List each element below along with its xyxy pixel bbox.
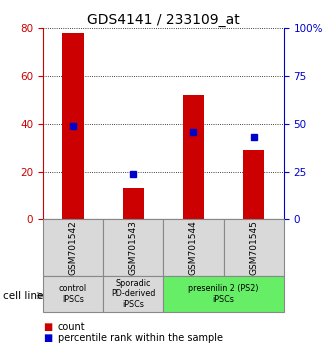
Bar bbox=[183, 95, 204, 219]
Bar bbox=[163, 219, 224, 276]
Bar bbox=[163, 276, 284, 312]
Text: Sporadic
PD-derived
iPSCs: Sporadic PD-derived iPSCs bbox=[111, 279, 155, 309]
Title: GDS4141 / 233109_at: GDS4141 / 233109_at bbox=[87, 13, 240, 27]
Text: GSM701542: GSM701542 bbox=[69, 221, 78, 275]
Text: GSM701544: GSM701544 bbox=[189, 221, 198, 275]
Bar bbox=[62, 33, 83, 219]
Text: ■: ■ bbox=[43, 333, 52, 343]
Bar bbox=[123, 188, 144, 219]
Text: control
IPSCs: control IPSCs bbox=[59, 284, 87, 303]
Text: percentile rank within the sample: percentile rank within the sample bbox=[58, 333, 223, 343]
Bar bbox=[103, 219, 163, 276]
Text: GSM701545: GSM701545 bbox=[249, 220, 258, 275]
Bar bbox=[43, 219, 103, 276]
Bar bbox=[43, 276, 103, 312]
Text: GSM701543: GSM701543 bbox=[129, 220, 138, 275]
Bar bbox=[103, 276, 163, 312]
Text: count: count bbox=[58, 322, 85, 332]
Text: ■: ■ bbox=[43, 322, 52, 332]
Text: presenilin 2 (PS2)
iPSCs: presenilin 2 (PS2) iPSCs bbox=[188, 284, 259, 303]
Bar bbox=[224, 219, 284, 276]
Text: cell line: cell line bbox=[3, 291, 44, 301]
Bar bbox=[243, 150, 264, 219]
